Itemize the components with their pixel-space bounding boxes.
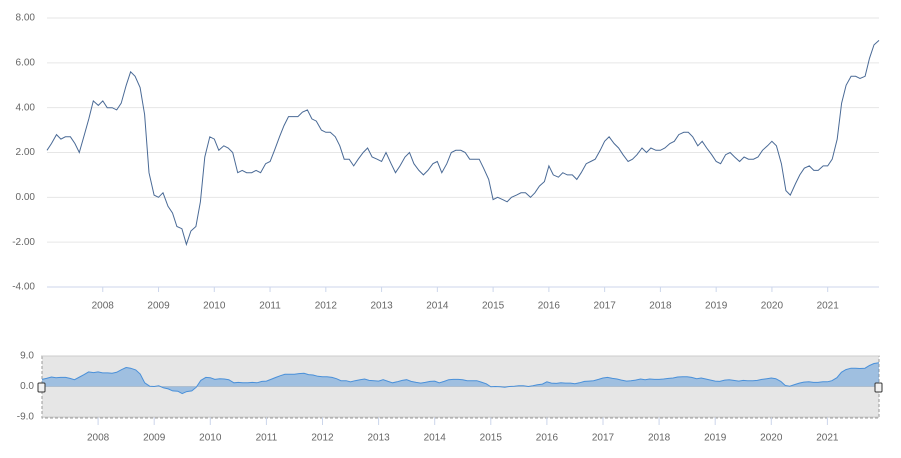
x-tick-label: 2017 [594, 301, 617, 312]
navigator-x-label: 2013 [367, 433, 390, 444]
x-tick-label: 2015 [482, 301, 505, 312]
navigator-line [41, 362, 880, 395]
y-tick-label: 2.00 [16, 147, 36, 158]
navigator-x-label: 2014 [424, 433, 447, 444]
y-tick-label: -4.00 [12, 282, 35, 293]
navigator-x-label: 2019 [704, 433, 727, 444]
navigator-x-label: 2016 [536, 433, 559, 444]
navigator-handle[interactable] [37, 382, 46, 393]
x-tick-label: 2013 [370, 301, 393, 312]
y-tick-label: -2.00 [12, 237, 35, 248]
x-tick-label: 2011 [259, 301, 281, 312]
x-tick-label: 2010 [203, 301, 226, 312]
navigator-x-label: 2018 [648, 433, 671, 444]
y-tick-label: 0.00 [16, 192, 36, 203]
navigator-x-label: 2008 [87, 433, 110, 444]
navigator-x-label: 2020 [760, 433, 783, 444]
x-tick-label: 2008 [92, 301, 115, 312]
navigator-x-label: 2009 [143, 433, 166, 444]
x-tick-label: 2018 [649, 301, 672, 312]
line [46, 40, 880, 247]
x-tick-label: 2014 [426, 301, 449, 312]
navigator-x-label: 2010 [199, 433, 222, 444]
navigator-y-label: 0.0 [20, 381, 34, 392]
navigator-handle[interactable] [874, 382, 883, 393]
navigator-x-label: 2015 [480, 433, 503, 444]
navigator-y-label: 9.0 [20, 351, 34, 362]
y-tick-label: 8.00 [16, 13, 36, 24]
navigator-x-label: 2017 [592, 433, 615, 444]
navigator-area [42, 362, 879, 394]
y-tick-label: 6.00 [16, 57, 36, 68]
y-tick-label: 4.00 [16, 102, 36, 113]
x-tick-label: 2019 [705, 301, 728, 312]
x-tick-label: 2016 [538, 301, 561, 312]
navigator-x-label: 2021 [816, 433, 839, 444]
navigator-y-label: -9.0 [17, 412, 35, 423]
x-tick-label: 2012 [315, 301, 338, 312]
x-tick-label: 2009 [147, 301, 170, 312]
x-tick-label: 2021 [817, 301, 840, 312]
x-tick-label: 2020 [761, 301, 784, 312]
navigator-x-label: 2012 [311, 433, 334, 444]
navigator-x-label: 2011 [256, 433, 278, 444]
